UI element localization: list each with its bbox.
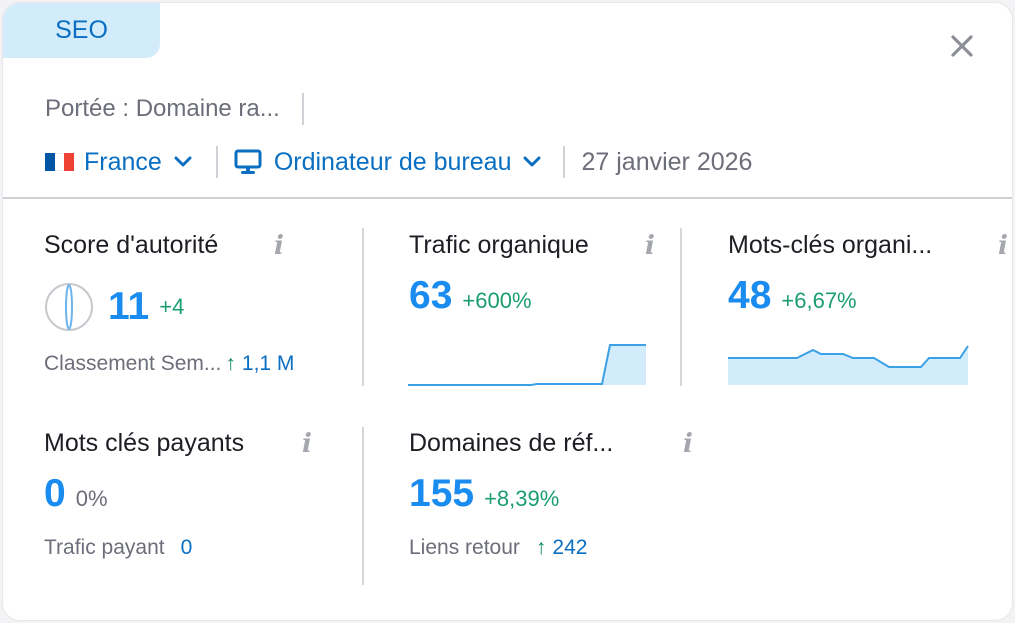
country-selector[interactable]: France xyxy=(45,148,192,177)
info-icon[interactable]: i xyxy=(683,429,693,459)
info-icon[interactable]: i xyxy=(302,429,312,459)
referring-domains-value[interactable]: 155 xyxy=(409,472,475,515)
rank-label: Classement Sem... xyxy=(44,352,222,375)
info-icon[interactable]: i xyxy=(645,231,655,261)
organic-traffic-delta: +600% xyxy=(462,288,532,313)
info-icon[interactable]: i xyxy=(274,231,284,261)
metric-paid-keywords: Mots clés payants i 0 0% Trafic payant 0 xyxy=(44,429,354,560)
referring-domains-delta: +8,39% xyxy=(484,486,560,511)
scope-label[interactable]: Portée : Domaine ra... xyxy=(45,95,280,122)
chevron-down-icon xyxy=(523,156,541,167)
divider xyxy=(215,146,218,178)
metric-value-row: 48 +6,67% xyxy=(728,274,1012,318)
metric-referring-domains: Domaines de réf... i 155 +8,39% Liens re… xyxy=(409,429,699,560)
device-selector[interactable]: Ordinateur de bureau xyxy=(234,148,542,177)
metric-title: Trafic organique xyxy=(409,231,589,259)
metric-organic-traffic: Trafic organique i 63 +600% xyxy=(409,231,669,318)
divider xyxy=(563,146,566,178)
rank-value[interactable]: 1,1 M xyxy=(241,352,295,375)
metric-organic-keywords: Mots-clés organi... i 48 +6,67% xyxy=(728,231,1012,318)
metric-authority-score: Score d'autorité i 11 +4 Classement Sem.… xyxy=(44,231,354,376)
paid-traffic-label: Trafic payant xyxy=(44,536,165,559)
backlinks-value[interactable]: 242 xyxy=(552,536,588,559)
authority-gauge-icon xyxy=(45,283,93,331)
column-divider xyxy=(362,427,364,585)
metric-title: Mots-clés organi... xyxy=(728,231,933,259)
authority-delta: +4 xyxy=(159,294,185,319)
arrow-up-icon: ↑ xyxy=(535,536,547,559)
authority-value: 11 xyxy=(108,285,150,328)
metric-title: Domaines de réf... xyxy=(409,429,614,457)
organic-traffic-value[interactable]: 63 xyxy=(409,274,453,317)
organic-keywords-value[interactable]: 48 xyxy=(728,274,772,317)
scope-row: Portée : Domaine ra... xyxy=(45,93,304,125)
report-date: 27 janvier 2026 xyxy=(581,147,753,176)
paid-traffic-value[interactable]: 0 xyxy=(180,536,193,559)
device-label: Ordinateur de bureau xyxy=(273,147,512,176)
arrow-up-icon: ↑ xyxy=(225,352,236,375)
column-divider xyxy=(680,228,682,386)
backlinks-row: Liens retour ↑ 242 xyxy=(409,536,699,560)
metric-value-row: 63 +600% xyxy=(409,274,669,318)
backlinks-label: Liens retour xyxy=(409,536,520,559)
paid-keywords-delta: 0% xyxy=(75,486,108,511)
filters-row: France Ordinateur de bureau 27 janvier 2… xyxy=(45,143,752,181)
seo-tag: SEO xyxy=(3,3,160,58)
paid-traffic-row: Trafic payant 0 xyxy=(44,536,354,560)
close-icon xyxy=(951,35,973,57)
desktop-icon xyxy=(234,149,262,174)
seo-tag-label: SEO xyxy=(55,16,108,44)
column-divider xyxy=(362,228,364,386)
divider xyxy=(301,93,304,125)
metric-title: Mots clés payants xyxy=(44,429,245,457)
france-flag-icon xyxy=(45,153,75,171)
country-label: France xyxy=(84,147,162,176)
organic-keywords-delta: +6,67% xyxy=(781,288,857,313)
semrush-rank-row: Classement Sem... ↑ 1,1 M xyxy=(44,352,354,376)
metric-value-row: 11 +4 xyxy=(44,282,354,332)
metric-value-row: 0 0% xyxy=(44,472,354,516)
metric-title: Score d'autorité xyxy=(44,231,219,259)
paid-keywords-value[interactable]: 0 xyxy=(44,472,66,515)
metric-value-row: 155 +8,39% xyxy=(409,472,699,516)
close-button[interactable] xyxy=(949,33,975,59)
chevron-down-icon xyxy=(174,156,192,167)
header-divider xyxy=(3,197,1012,199)
info-icon[interactable]: i xyxy=(998,231,1008,261)
